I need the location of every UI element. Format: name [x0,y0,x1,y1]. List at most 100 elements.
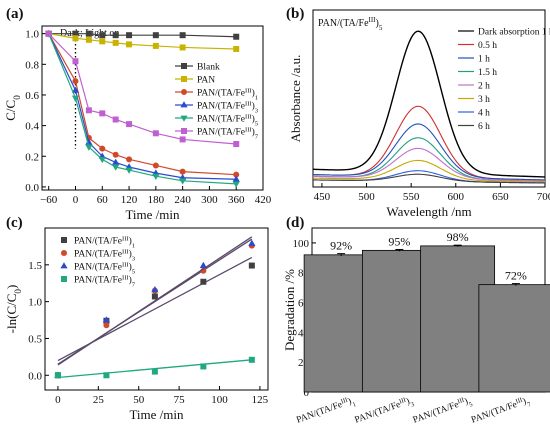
b-xlabel: Wavelength /nm [386,204,471,219]
c-point [151,293,158,300]
c-ytick-label: 1.0 [28,297,42,309]
a-legend-label: PAN/(TA/FeIII)5 [197,113,259,127]
b-xtick-label: 650 [492,191,509,203]
a-point [99,145,106,152]
a-point [233,141,240,148]
a-point [112,32,119,39]
c-legend-label: PAN/(TA/FeIII)1 [74,235,135,249]
a-xtick-label: 360 [228,194,245,206]
panel-d-label: (d) [286,215,304,231]
d-category-label: PAN/(TA/FeIII)5 [411,394,474,428]
a-point [99,38,106,45]
a-xtick-label: 420 [255,194,272,206]
c-xtick-label: 125 [252,394,269,406]
a-legend-label: PAN/(TA/FeIII)7 [197,126,259,140]
panel-b-label: (b) [286,6,304,22]
d-data-label: 92% [330,239,352,253]
a-ytick-label: 0.4 [25,121,39,133]
c-point [103,322,110,329]
b-spectrum-2 [312,123,546,181]
a-point [112,164,120,171]
b-ylabel: Absorbance /a.u. [288,55,303,143]
a-ytick-label: 0.2 [25,151,39,163]
a-point [45,30,52,37]
c-legend-label: PAN/(TA/FeIII)5 [74,261,136,275]
c-xtick-label: 0 [55,394,61,406]
a-point [233,45,240,52]
c-legend-marker [61,276,67,282]
b-xtick-label: 700 [537,191,550,203]
c-xtick-label: 75 [174,394,186,406]
a-point [99,110,106,117]
a-xtick-label: −60 [40,194,58,206]
a-point [152,173,160,181]
b-spectrum-4 [312,147,546,182]
plot-frame-a [41,25,264,191]
a-point [126,32,133,39]
b-legend-label: 3 h [478,95,490,105]
a-point [232,175,240,182]
a-point [152,42,159,49]
d-data-label: 98% [447,230,469,244]
c-legend-label: PAN/(TA/FeIII)3 [74,248,136,262]
c-legend-marker [61,250,67,256]
a-point [152,32,159,39]
a-xlabel: Time /min [125,207,180,222]
b-legend-label: 1 h [478,55,490,65]
b-sample-annotation: PAN/(TA/FeIII)5 [318,16,383,32]
b-spectrum-0 [312,30,546,178]
d-data-label: 72% [505,269,527,283]
a-point [112,151,119,158]
c-xlabel: Time /min [129,407,184,422]
b-xtick-label: 500 [358,191,375,203]
d-ytick-label: 100 [293,238,310,250]
a-legend-marker [180,115,188,122]
a-point [72,35,79,42]
c-point [200,278,207,285]
a-legend-marker [181,89,187,95]
c-point [200,363,207,370]
a-legend-marker [181,128,187,134]
a-point [179,44,186,51]
c-xtick-label: 100 [211,394,228,406]
b-xtick-label: 600 [448,191,465,203]
a-point [72,30,79,37]
b-legend-label: 2 h [478,82,490,92]
d-category-label: PAN/(TA/FeIII)3 [353,394,416,428]
c-legend-marker [61,237,67,243]
a-xtick-label: 300 [201,194,218,206]
panel-a-label: (a) [6,6,24,22]
a-point [85,107,92,114]
a-legend-label: PAN [197,76,215,86]
c-xtick-label: 25 [93,394,105,406]
c-xtick-label: 50 [133,394,145,406]
a-legend-label: Blank [197,63,220,73]
a-ytick-label: 1.0 [25,29,39,41]
b-legend-label: 0.5 h [478,41,497,51]
d-ylabel: Degradation /% [282,269,297,351]
b-legend-label: Dark absorption 1 h [478,28,550,38]
a-point [112,158,120,165]
a-ytick-label: 0.8 [25,59,39,71]
a-point [126,41,133,48]
c-point [103,372,110,379]
a-point [179,136,186,143]
c-fit-line-2 [57,236,253,366]
a-point [72,78,79,85]
d-data-label: 95% [388,234,410,248]
c-point [102,316,111,323]
a-point [99,32,106,39]
c-ytick-label: 1.5 [28,260,42,272]
c-point [151,368,158,375]
plot-frame-b [312,9,546,188]
a-xtick-label: 0 [73,194,79,206]
b-legend-label: 1.5 h [478,68,497,78]
c-point [248,262,255,269]
a-point [85,144,93,151]
d-ytick-label: 0 [304,387,310,399]
a-point [85,30,92,37]
d-category-label: PAN/(TA/FeIII)1 [295,394,357,428]
a-point [71,86,80,93]
b-legend-label: 6 h [478,122,490,132]
